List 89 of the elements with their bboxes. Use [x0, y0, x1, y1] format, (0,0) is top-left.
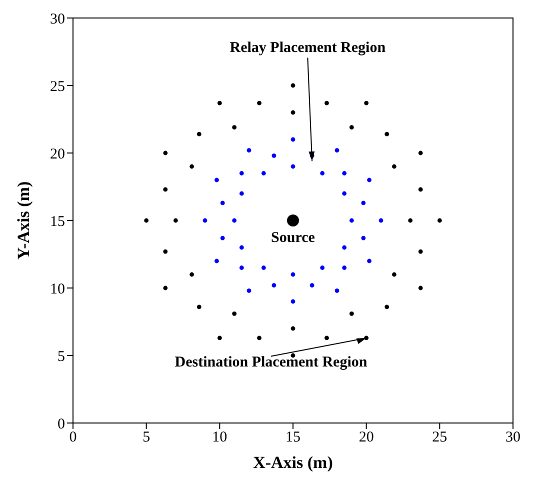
point	[392, 272, 396, 277]
annotation: Relay Placement Region	[230, 40, 386, 56]
point	[320, 266, 325, 270]
point	[246, 148, 252, 152]
point	[342, 171, 347, 176]
x-axis-title: X-Axis (m)	[253, 453, 333, 472]
point	[367, 178, 372, 182]
point	[257, 100, 262, 106]
point	[334, 288, 340, 293]
y-tick-label: 25	[50, 78, 65, 95]
point	[287, 214, 299, 226]
point	[239, 191, 244, 196]
x-tick-label: 0	[69, 430, 77, 446]
point	[202, 218, 208, 223]
y-tick-label: 5	[58, 348, 65, 365]
point	[214, 178, 219, 182]
point	[349, 311, 354, 316]
point	[384, 304, 390, 310]
point	[144, 218, 149, 223]
point	[246, 288, 252, 293]
point	[361, 200, 366, 206]
x-tick-label: 10	[212, 430, 228, 446]
x-tick-label: 15	[286, 430, 300, 446]
point	[190, 272, 194, 277]
x-tick-label: 25	[432, 430, 448, 446]
point	[392, 164, 396, 169]
point	[232, 218, 237, 223]
point	[408, 218, 413, 223]
point	[418, 286, 423, 290]
point	[290, 272, 296, 277]
point	[342, 245, 347, 250]
point	[217, 336, 222, 340]
point	[232, 125, 237, 130]
point	[190, 164, 194, 169]
x-tick-label: 30	[506, 430, 520, 446]
point	[310, 283, 314, 288]
point	[349, 218, 354, 223]
y-tick-label: 30	[50, 11, 65, 28]
point	[367, 258, 372, 264]
point	[324, 336, 329, 340]
point	[342, 191, 347, 196]
point	[220, 236, 225, 240]
y-tick-label: 15	[50, 214, 65, 230]
point	[349, 125, 354, 130]
point	[418, 249, 423, 254]
point	[239, 171, 244, 176]
point	[342, 266, 347, 270]
point	[163, 187, 168, 192]
point	[163, 249, 168, 254]
point	[290, 164, 296, 169]
point	[361, 236, 366, 240]
point	[290, 299, 296, 304]
point	[290, 137, 296, 142]
point	[232, 311, 237, 316]
point	[290, 83, 296, 88]
point	[196, 132, 202, 136]
point	[378, 218, 384, 223]
point	[217, 100, 222, 106]
point	[334, 148, 340, 152]
point	[418, 150, 423, 156]
point	[196, 304, 202, 310]
annotation: Destination Placement Region	[174, 354, 368, 370]
point	[290, 326, 296, 331]
x-tick-label: 5	[142, 430, 150, 446]
point	[214, 258, 219, 264]
point	[173, 218, 178, 223]
y-tick-label: 10	[50, 281, 65, 298]
point	[163, 286, 168, 290]
point	[384, 132, 390, 136]
point	[437, 218, 442, 223]
point	[261, 266, 266, 270]
point	[239, 266, 244, 270]
y-tick-label: 0	[58, 416, 65, 432]
point	[364, 100, 369, 106]
point	[261, 171, 266, 176]
point	[320, 171, 325, 176]
point	[290, 110, 296, 115]
point	[272, 283, 276, 288]
x-tick-label: 20	[358, 430, 374, 446]
y-axis-title: Y-Axis (m)	[14, 181, 34, 260]
point	[418, 187, 423, 192]
point	[163, 150, 168, 156]
annotation: Source	[271, 230, 316, 246]
point	[257, 336, 262, 340]
y-tick-label: 20	[50, 146, 65, 162]
point	[272, 154, 276, 158]
point	[324, 100, 329, 106]
point	[239, 245, 244, 250]
point	[220, 200, 225, 206]
